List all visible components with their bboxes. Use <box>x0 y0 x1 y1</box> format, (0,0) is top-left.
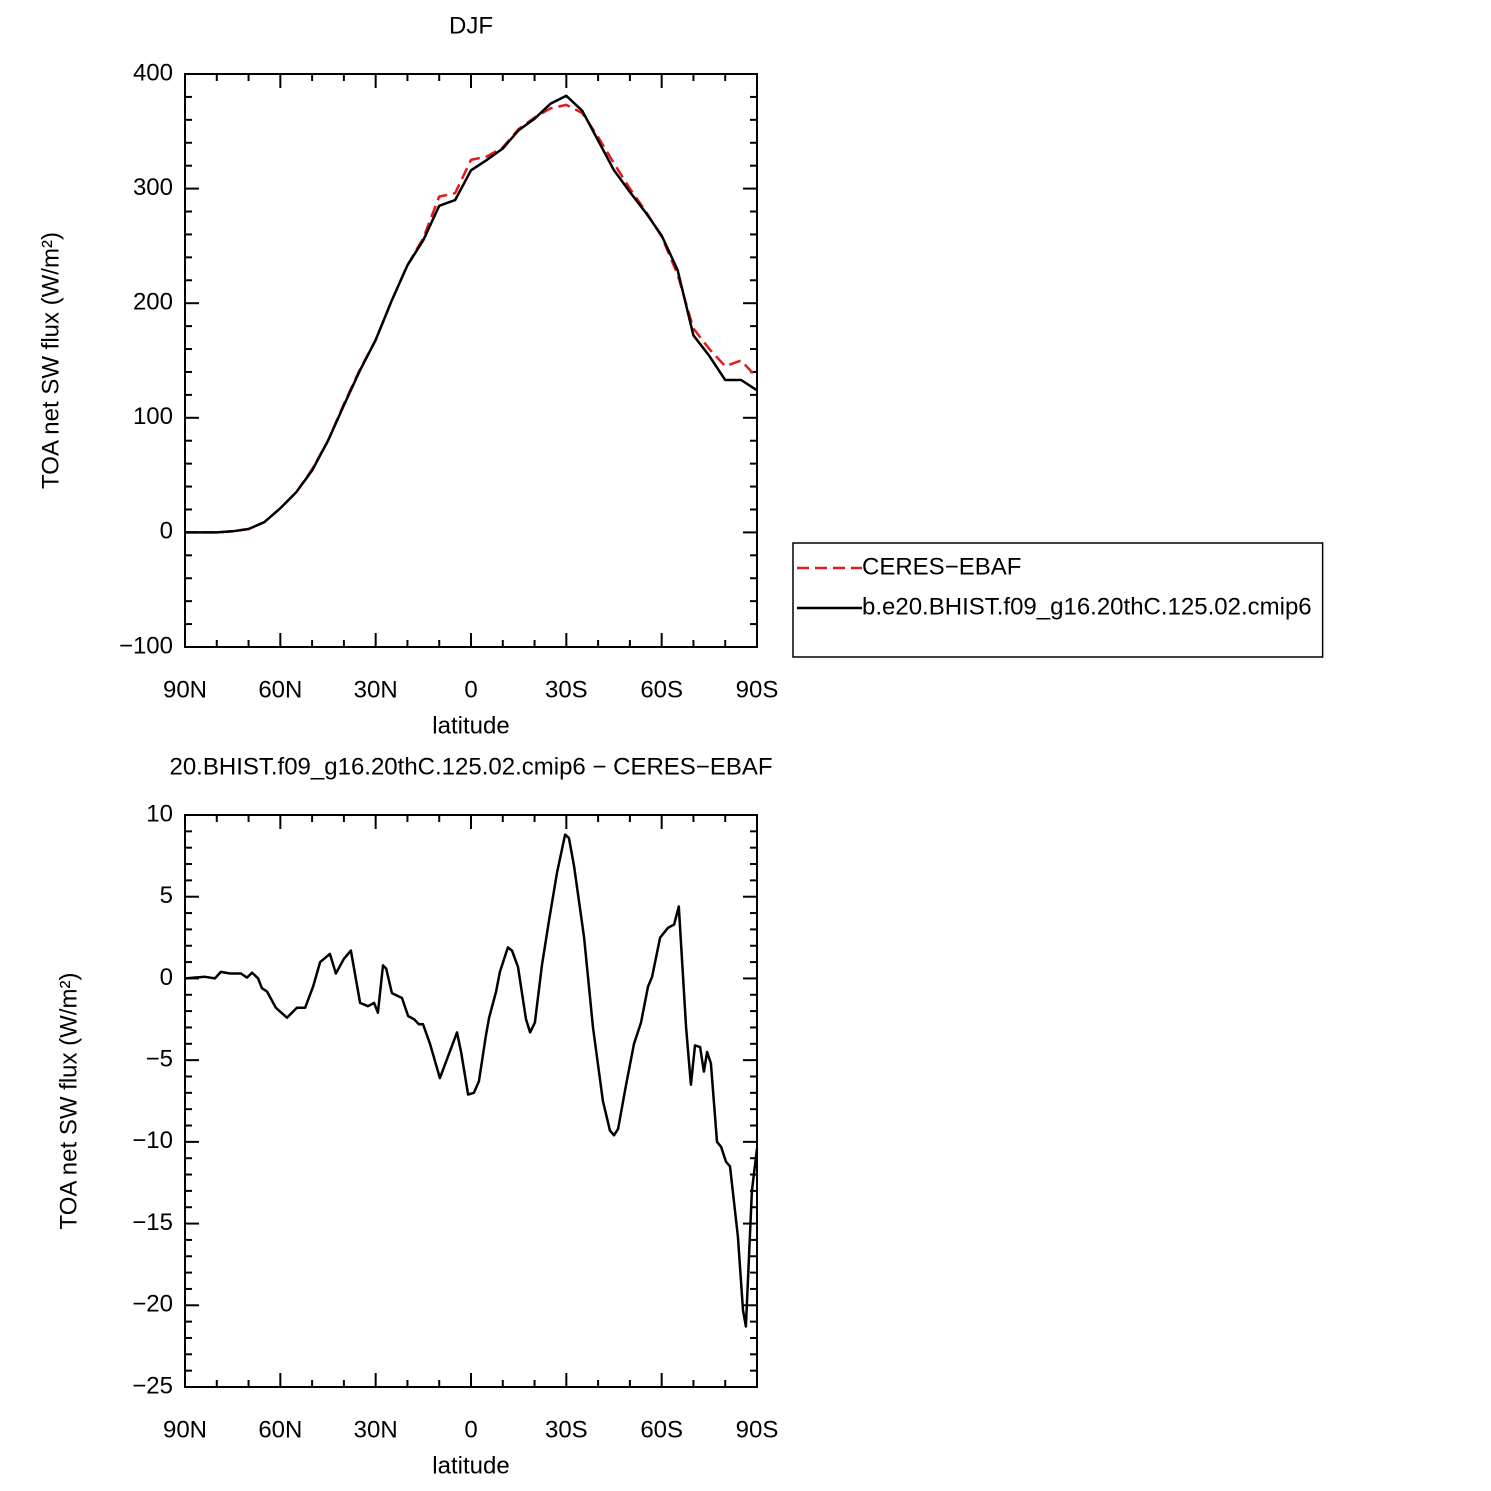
data-line <box>184 833 759 1328</box>
y-tick-label: −5 <box>146 1045 173 1072</box>
x-tick-label: 90N <box>163 1416 207 1443</box>
y-tick-label: 300 <box>133 174 173 201</box>
y-tick-label: −10 <box>132 1127 173 1154</box>
x-tick-label: 30S <box>545 676 588 703</box>
x-axis-label: latitude <box>432 712 509 739</box>
y-tick-label: −25 <box>132 1372 173 1399</box>
y-tick-label: 100 <box>133 403 173 430</box>
x-tick-label: 30N <box>354 676 398 703</box>
x-tick-label: 0 <box>464 676 477 703</box>
x-tick-label: 60S <box>640 1416 683 1443</box>
x-tick-label: 90N <box>163 676 207 703</box>
legend-box <box>792 542 1324 658</box>
x-tick-label: 30S <box>545 1416 588 1443</box>
x-tick-label: 60S <box>640 676 683 703</box>
y-tick-label: 200 <box>133 289 173 316</box>
x-tick-label: 0 <box>464 1416 477 1443</box>
y-tick-label: 5 <box>160 882 173 909</box>
x-tick-label: 30N <box>354 1416 398 1443</box>
y-axis-label: TOA net SW flux (W/m²) <box>55 973 82 1230</box>
y-tick-label: −15 <box>132 1209 173 1236</box>
chart-title: DJF <box>449 12 493 39</box>
y-tick-label: 0 <box>160 964 173 991</box>
x-tick-label: 90S <box>736 676 779 703</box>
data-line <box>185 94 758 534</box>
legend-label: b.e20.BHIST.f09_g16.20thC.125.02.cmip6 <box>862 593 1312 620</box>
y-tick-label: −100 <box>119 632 173 659</box>
y-tick-label: 400 <box>133 59 173 86</box>
y-tick-label: 0 <box>160 518 173 545</box>
y-axis-label: TOA net SW flux (W/m²) <box>37 232 64 489</box>
y-tick-label: −20 <box>132 1291 173 1318</box>
x-tick-label: 60N <box>258 676 302 703</box>
chart-title: 20.BHIST.f09_g16.20thC.125.02.cmip6 − CE… <box>169 753 772 780</box>
x-axis-label: latitude <box>432 1452 509 1479</box>
plot-frame <box>184 814 758 1388</box>
legend-label: CERES−EBAF <box>862 553 1021 580</box>
x-tick-label: 90S <box>736 1416 779 1443</box>
x-tick-label: 60N <box>258 1416 302 1443</box>
y-tick-label: 10 <box>146 800 173 827</box>
